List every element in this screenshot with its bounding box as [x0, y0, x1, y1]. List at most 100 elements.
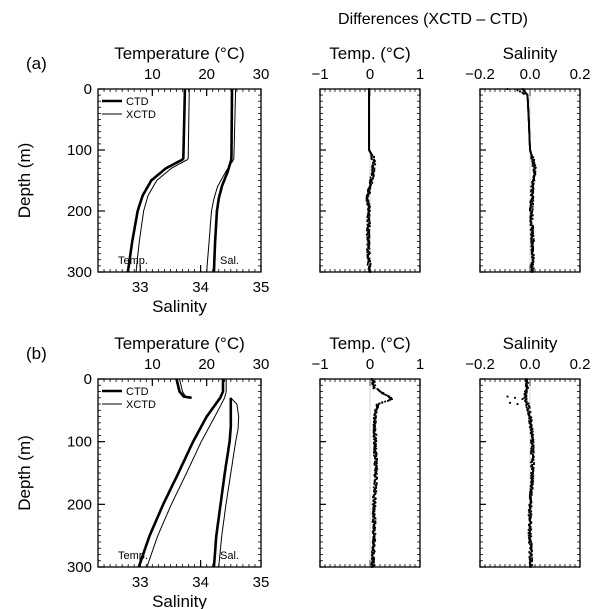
difference-point: [531, 430, 534, 433]
difference-point: [531, 481, 534, 484]
legend-label: XCTD: [126, 399, 156, 411]
difference-point: [530, 194, 532, 196]
difference-point: [530, 242, 533, 245]
difference-point: [369, 260, 371, 262]
difference-point: [529, 527, 532, 530]
difference-point: [368, 186, 371, 189]
difference-point: [375, 437, 377, 440]
difference-point: [528, 556, 531, 559]
difference-point: [530, 480, 533, 483]
difference-point: [525, 386, 528, 388]
outlier-point: [508, 401, 512, 404]
legend-label: CTD: [126, 96, 149, 108]
difference-point: [533, 455, 535, 458]
difference-point: [373, 508, 376, 511]
difference-point: [529, 492, 531, 495]
difference-point: [531, 479, 533, 482]
difference-point: [532, 156, 535, 159]
difference-point: [375, 451, 377, 454]
diff-tick-label: 0.0: [520, 356, 541, 373]
difference-point: [377, 403, 380, 405]
difference-point: [366, 216, 369, 218]
difference-point: [528, 541, 530, 544]
difference-point: [526, 410, 529, 412]
main-frame: [97, 88, 262, 273]
difference-point: [385, 394, 388, 397]
difference-point: [372, 512, 375, 514]
difference-point: [523, 396, 526, 399]
difference-point: [529, 543, 531, 546]
difference-point: [531, 262, 533, 265]
difference-point: [530, 245, 533, 248]
difference-point: [367, 199, 369, 201]
difference-point: [529, 485, 532, 488]
outlier-point: [516, 89, 519, 92]
difference-point: [384, 400, 386, 403]
difference-point: [531, 464, 534, 467]
difference-point: [371, 558, 373, 560]
difference-point: [529, 514, 532, 517]
difference-point: [532, 241, 534, 243]
diff-tick-label: 0.0: [520, 66, 541, 83]
difference-point: [532, 179, 534, 181]
difference-point: [373, 481, 376, 484]
difference-point: [367, 226, 370, 229]
difference-point: [529, 536, 531, 539]
difference-point: [366, 251, 369, 254]
difference-point: [373, 444, 376, 447]
difference-point: [371, 512, 374, 515]
difference-point: [531, 185, 534, 187]
difference-point: [369, 269, 372, 272]
difference-point: [371, 503, 374, 506]
difference-point: [373, 454, 375, 457]
difference-point: [373, 482, 375, 485]
difference-point: [524, 392, 527, 395]
difference-point: [372, 532, 374, 535]
difference-point: [371, 559, 374, 561]
difference-point: [531, 193, 533, 196]
difference-point: [373, 170, 376, 173]
difference-point: [529, 559, 532, 562]
difference-point: [372, 417, 375, 419]
difference-point: [368, 231, 370, 234]
difference-point: [366, 220, 369, 223]
difference-point: [372, 507, 375, 510]
difference-point: [372, 506, 375, 509]
difference-point: [374, 457, 376, 459]
difference-point: [530, 465, 533, 468]
difference-point: [373, 427, 375, 429]
difference-point: [530, 189, 533, 192]
difference-point: [369, 181, 371, 184]
difference-point: [369, 176, 372, 179]
difference-point: [533, 171, 535, 174]
outlier-point: [522, 92, 525, 95]
difference-point: [370, 180, 373, 182]
difference-point: [528, 539, 531, 542]
difference-point: [368, 240, 371, 243]
difference-point: [532, 199, 535, 202]
difference-point: [374, 163, 377, 166]
difference-point: [532, 203, 534, 206]
difference-point: [528, 551, 531, 554]
difference-point: [531, 560, 533, 563]
difference-point: [532, 458, 535, 461]
bottom-tick-label: 35: [253, 574, 270, 591]
difference-point: [530, 496, 532, 499]
difference-point: [373, 561, 375, 564]
difference-point: [529, 200, 532, 203]
difference-point: [532, 161, 535, 164]
difference-point: [530, 207, 532, 209]
difference-point: [388, 396, 390, 399]
difference-point: [371, 174, 373, 176]
difference-point: [530, 233, 532, 236]
profile-xctd-temp: [135, 89, 190, 273]
difference-point: [372, 519, 375, 522]
outlier-point: [513, 396, 517, 399]
difference-point: [373, 489, 375, 492]
difference-point: [529, 417, 532, 419]
difference-point: [532, 438, 535, 441]
difference-point: [531, 466, 534, 469]
difference-point: [532, 197, 534, 200]
difference-point: [372, 175, 375, 178]
difference-point: [527, 532, 530, 535]
